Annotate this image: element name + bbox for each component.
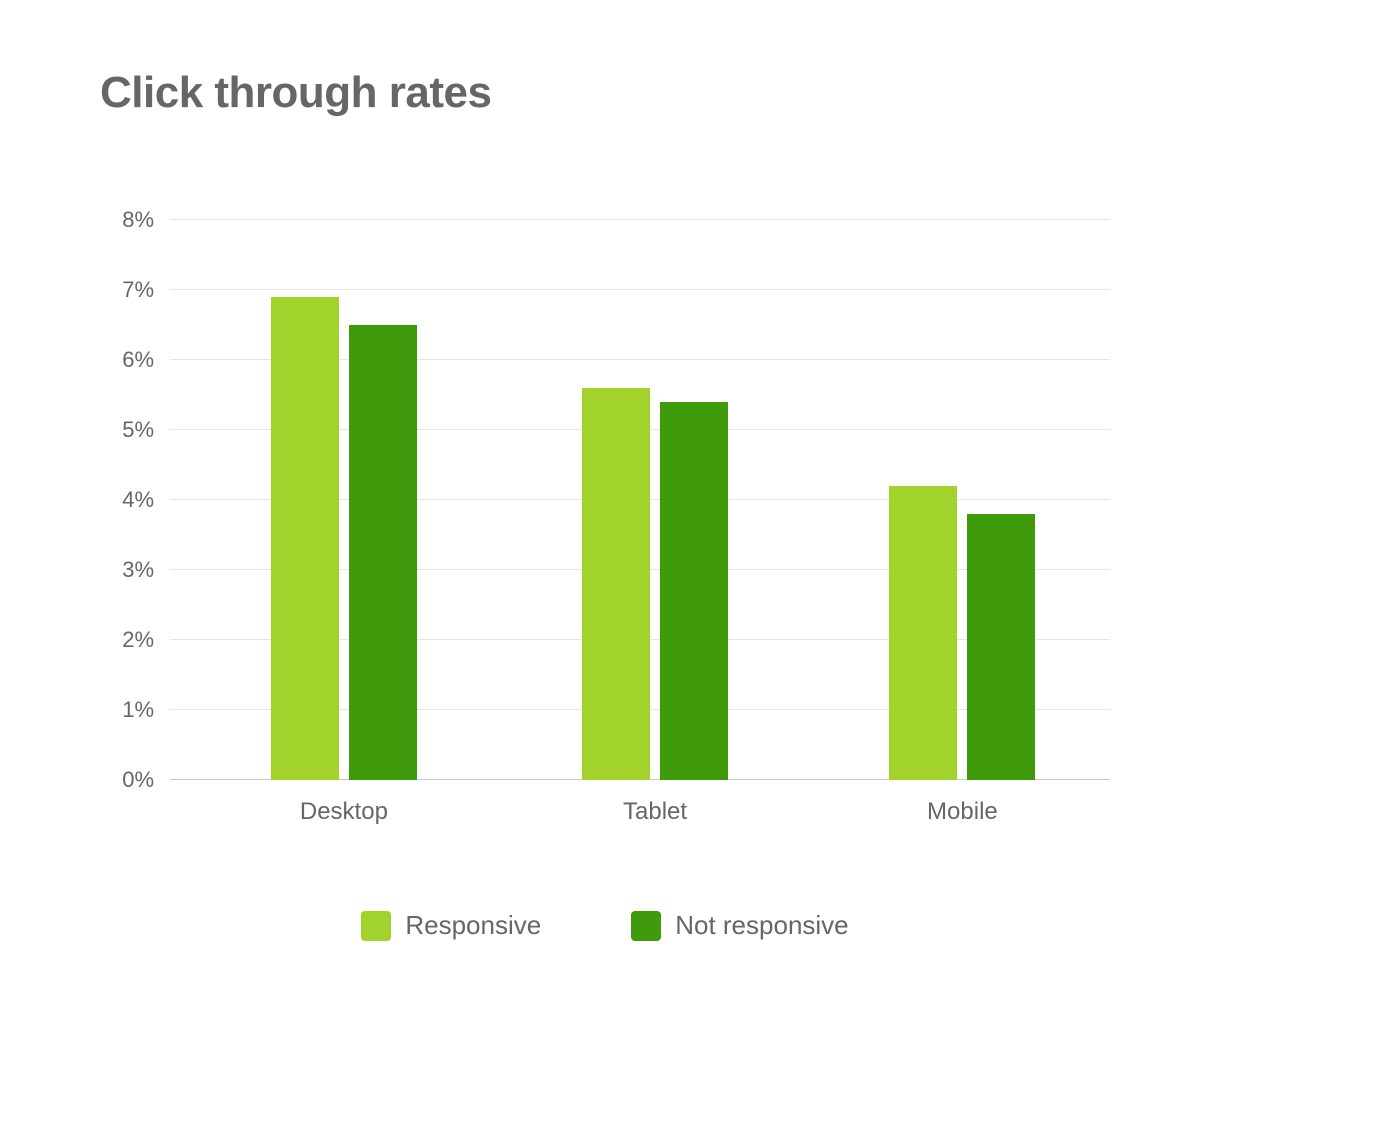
bar	[271, 297, 339, 780]
bar	[582, 388, 650, 780]
y-axis-label: 7%	[94, 277, 154, 303]
legend-label-not-responsive: Not responsive	[675, 910, 848, 941]
bar	[660, 402, 728, 780]
bar	[349, 325, 417, 780]
y-axis-label: 6%	[94, 347, 154, 373]
x-axis-label: Desktop	[300, 798, 388, 826]
chart: 0%1%2%3%4%5%6%7%8%DesktopTabletMobile	[100, 220, 1110, 780]
y-axis-label: 1%	[94, 697, 154, 723]
legend-item-responsive: Responsive	[361, 910, 541, 941]
y-axis-label: 4%	[94, 487, 154, 513]
y-axis-label: 0%	[94, 767, 154, 793]
gridline	[170, 289, 1110, 290]
page: Click through rates 0%1%2%3%4%5%6%7%8%De…	[0, 0, 1380, 1124]
gridline	[170, 219, 1110, 220]
legend-swatch-responsive	[361, 911, 391, 941]
chart-title: Click through rates	[100, 68, 491, 118]
y-axis-label: 8%	[94, 207, 154, 233]
legend: Responsive Not responsive	[100, 910, 1110, 941]
plot-area: 0%1%2%3%4%5%6%7%8%DesktopTabletMobile	[170, 220, 1110, 780]
legend-swatch-not-responsive	[631, 911, 661, 941]
x-axis-label: Tablet	[623, 798, 687, 826]
y-axis-label: 3%	[94, 557, 154, 583]
bar	[967, 514, 1035, 780]
y-axis-label: 5%	[94, 417, 154, 443]
legend-label-responsive: Responsive	[405, 910, 541, 941]
legend-item-not-responsive: Not responsive	[631, 910, 848, 941]
x-axis-label: Mobile	[927, 798, 998, 826]
y-axis-label: 2%	[94, 627, 154, 653]
bar	[889, 486, 957, 780]
